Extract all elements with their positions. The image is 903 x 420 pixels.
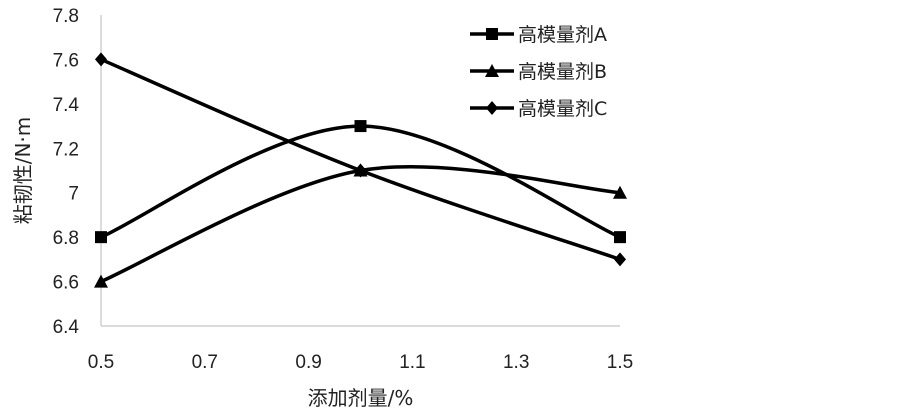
data-point-triangle <box>94 274 108 288</box>
legend: 高模量剂A 高模量剂B 高模量剂C <box>470 24 607 120</box>
x-tick-label: 0.9 <box>295 352 321 373</box>
x-tick-label: 1.3 <box>503 352 529 373</box>
x-axis: 0.5 0.7 0.9 1.1 1.3 1.5 <box>88 325 633 373</box>
legend-label: 高模量剂B <box>518 61 607 83</box>
data-point-diamond <box>614 252 626 267</box>
legend-marker-triangle <box>485 64 499 77</box>
y-axis-title: 粘韧性/N·m <box>11 117 35 225</box>
y-tick-label: 7.2 <box>53 139 79 160</box>
data-point-square <box>95 231 107 244</box>
y-axis: 6.4 6.6 6.8 7 7.2 7.4 7.6 7.8 <box>53 6 102 338</box>
series-line-diamond <box>100 57 621 262</box>
data-point-diamond <box>95 52 107 67</box>
x-tick-label: 1.1 <box>399 352 425 373</box>
legend-marker-diamond <box>486 101 498 115</box>
series-line-triangle <box>100 164 621 284</box>
data-point-triangle <box>613 185 627 199</box>
y-tick-label: 7.4 <box>53 95 80 116</box>
data-point-square <box>354 120 367 133</box>
legend-marker-square <box>486 28 498 40</box>
y-tick-label: 6.8 <box>53 228 79 249</box>
y-tick-label: 7 <box>68 184 79 205</box>
y-tick-label: 6.6 <box>53 273 79 294</box>
series-group <box>94 52 627 288</box>
legend-label: 高模量剂A <box>518 24 607 46</box>
y-tick-label: 7.8 <box>53 6 79 27</box>
y-tick-label: 6.4 <box>53 317 80 338</box>
legend-label: 高模量剂C <box>518 98 607 120</box>
y-tick-label: 7.6 <box>53 50 79 71</box>
x-tick-label: 1.5 <box>607 352 633 373</box>
data-point-diamond <box>354 163 367 178</box>
x-axis-title: 添加剂量/% <box>308 386 414 410</box>
x-tick-label: 0.7 <box>192 352 218 373</box>
data-point-square <box>614 231 626 244</box>
x-tick-label: 0.5 <box>88 352 114 373</box>
